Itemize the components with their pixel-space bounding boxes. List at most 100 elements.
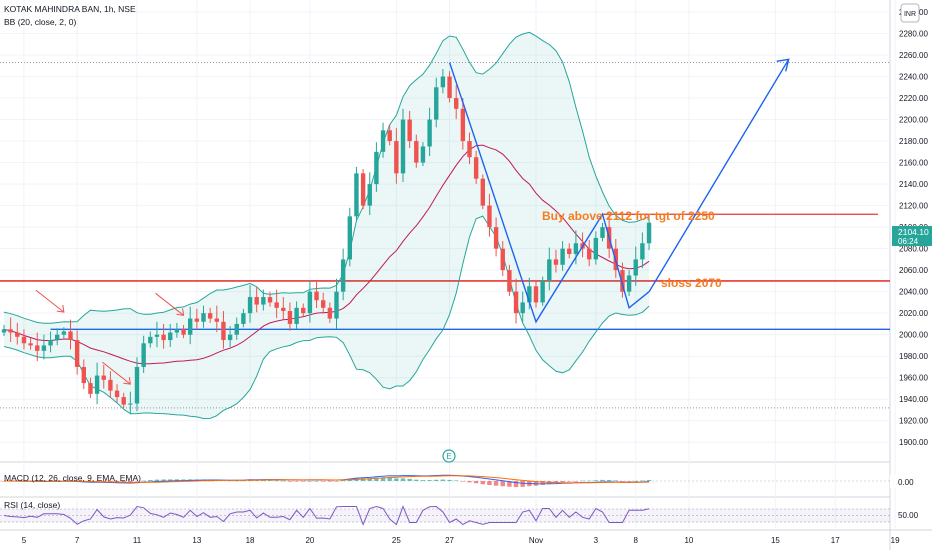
candle-body: [55, 334, 60, 341]
candle-body: [400, 119, 406, 174]
macd-hist-bar: [307, 480, 313, 482]
target-arrowhead: [776, 58, 790, 72]
price-tick-label: 2280.00: [899, 30, 928, 39]
candle-body: [367, 184, 372, 206]
time-tick-label: 5: [22, 536, 27, 545]
time-tick-label: 25: [392, 536, 401, 545]
candle-body: [108, 379, 113, 391]
candle-body: [41, 345, 47, 351]
macd-hist-bar: [1, 481, 7, 482]
macd-hist-bar: [646, 479, 652, 481]
candle-body: [520, 302, 525, 314]
candle-body: [247, 297, 253, 314]
macd-hist-bar: [414, 479, 419, 481]
macd-hist-bar: [327, 481, 333, 482]
macd-hist-bar: [394, 478, 399, 481]
time-tick-label: 8: [634, 536, 639, 545]
macd-hist-bar: [254, 480, 259, 481]
macd-label[interactable]: MACD (12, 26, close, 9, EMA, EMA): [4, 473, 141, 483]
macd-hist-bar: [261, 480, 266, 481]
red-arrow-shaft: [155, 292, 184, 316]
macd-hist-bar: [460, 481, 466, 482]
time-tick-label: 7: [75, 536, 80, 545]
macd-zero-label: 0.00: [898, 478, 914, 487]
candle-body: [600, 227, 605, 238]
macd-hist-bar: [454, 480, 459, 482]
time-axis[interactable]: 5 7 11 13 18 20 25 27 Nov 3 8 10 15 17 19: [22, 536, 900, 545]
price-tick-label: 1940.00: [899, 395, 928, 404]
last-price: 2104.10: [898, 227, 929, 237]
macd-hist-bar: [473, 481, 479, 484]
macd-hist-bar: [241, 480, 246, 482]
price-tick-label: 2080.00: [899, 245, 928, 254]
macd-hist-bar: [613, 480, 618, 482]
event-letter: E: [446, 452, 451, 461]
price-tag: 2104.10 06:24: [892, 226, 932, 246]
candle-body: [181, 329, 186, 335]
candle-body: [314, 291, 319, 301]
candle-body: [427, 119, 432, 147]
macd-hist-bar: [567, 481, 572, 482]
macd-hist-bar: [281, 480, 286, 482]
buy-annotation[interactable]: Buy above 2112 for tgt of 2250: [542, 209, 715, 223]
rsi-label[interactable]: RSI (14, close): [4, 500, 60, 510]
candle-body: [174, 329, 180, 333]
candle-body: [593, 237, 599, 260]
candle-body: [201, 313, 206, 322]
macd-hist-bar: [540, 481, 545, 485]
macd-hist-bar: [321, 481, 326, 482]
grid: [0, 0, 896, 530]
macd-hist-bar: [168, 479, 173, 481]
bb-basis-line: [3, 144, 650, 365]
candle-body: [340, 259, 346, 292]
macd-hist-bar: [334, 481, 339, 482]
trendline[interactable]: [448, 58, 790, 324]
candle-body: [281, 307, 286, 312]
candle-body: [513, 291, 519, 314]
macd-hist-bar: [467, 481, 472, 483]
candle-body: [128, 403, 133, 405]
macd-axis-bg: [890, 475, 932, 488]
price-tick-label: 2240.00: [899, 73, 928, 82]
candle-body: [573, 243, 579, 255]
candle-body: [454, 98, 459, 109]
macd-hist-bar: [294, 481, 299, 482]
candle-body: [334, 291, 339, 319]
candle-body: [540, 280, 545, 303]
currency-badge-box: [900, 3, 920, 23]
candle-body: [587, 248, 592, 260]
stoploss-annotation[interactable]: sloss 2070: [661, 276, 722, 290]
time-tick-label: 17: [831, 536, 840, 545]
bb-indicator-label[interactable]: BB (20, close, 2, 0): [4, 17, 76, 27]
macd-hist-bar: [427, 480, 432, 481]
candle-body: [500, 248, 505, 271]
price-tick-label: 1900.00: [899, 438, 928, 447]
price-tick-label: 2020.00: [899, 309, 928, 318]
candle-body: [374, 151, 379, 185]
bb-lower-line: [3, 215, 650, 420]
red-arrow-shaft: [102, 361, 131, 385]
candle-body: [553, 259, 559, 265]
zigzag-trendline[interactable]: [448, 58, 790, 324]
macd-hist-bar: [493, 481, 499, 486]
candle-body: [440, 76, 446, 88]
red-arrow-head: [56, 305, 65, 313]
price-tick-label: 2120.00: [899, 202, 928, 211]
currency-badge[interactable]: INR: [900, 3, 920, 23]
macd-hist-bar: [573, 481, 579, 482]
macd-hist-bar: [287, 481, 293, 482]
price-tick-label: 2220.00: [899, 94, 928, 103]
macd-signal-line: [4, 475, 650, 484]
macd-hist-bar: [513, 481, 519, 488]
candle-body: [434, 87, 439, 120]
macd-hist-bar: [234, 480, 239, 482]
candle-body: [148, 336, 153, 344]
candle-body: [407, 119, 412, 142]
candle-body: [141, 343, 146, 367]
macd-hist-bar: [587, 480, 592, 482]
earnings-event-badge[interactable]: E: [442, 449, 456, 463]
rsi-line: [3, 505, 650, 526]
candle-body: [480, 178, 485, 206]
candle-body: [254, 297, 259, 305]
